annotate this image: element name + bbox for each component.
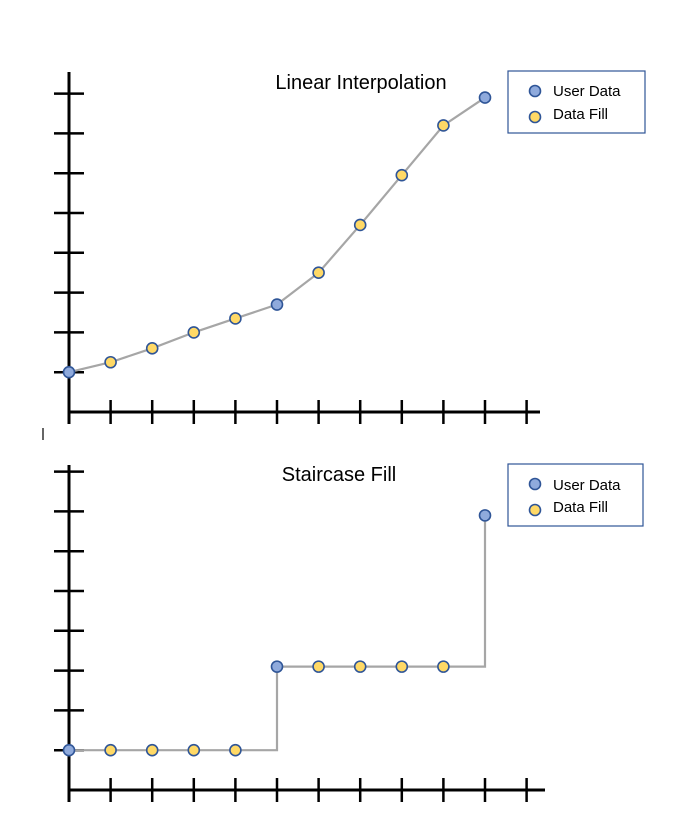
data-fill-point <box>437 119 450 132</box>
user-data-point <box>270 660 284 673</box>
chart-title: Staircase Fill <box>282 464 396 486</box>
data-fill-point <box>312 660 325 673</box>
data-fill-point <box>187 743 201 757</box>
user-data-point <box>62 365 76 379</box>
user-data-point <box>478 509 492 522</box>
data-fill-point <box>145 743 159 757</box>
data-fill-point <box>145 342 159 355</box>
legend-marker-user-data <box>528 477 542 491</box>
legend: User Data Data Fill <box>507 70 646 134</box>
legend-label-user-data: User Data <box>553 477 621 494</box>
data-fill-point <box>312 266 325 280</box>
user-data-point <box>270 298 284 311</box>
staircase-fill-chart: Staircase Fill User Data Data Fill <box>54 463 644 802</box>
legend-label-data-fill: Data Fill <box>553 106 608 123</box>
data-fill-point <box>395 168 409 182</box>
legend-box <box>507 463 644 527</box>
axes <box>54 72 540 424</box>
series-line <box>68 96 486 374</box>
data-fill-point <box>187 326 201 339</box>
legend-marker-user-data <box>528 84 542 98</box>
legend-label-user-data: User Data <box>553 83 621 100</box>
legend-box <box>507 70 646 134</box>
user-data-point <box>478 91 492 104</box>
legend-label-data-fill: Data Fill <box>553 499 608 516</box>
user-data-point <box>62 743 76 757</box>
data-fill-point <box>104 355 117 369</box>
data-fill-point <box>437 660 450 673</box>
legend: User Data Data Fill <box>507 463 644 527</box>
series-line <box>69 515 487 752</box>
chart-title: Linear Interpolation <box>275 72 446 94</box>
marks <box>62 509 492 757</box>
axes <box>54 465 545 802</box>
marks <box>62 91 492 379</box>
data-fill-point <box>104 743 117 757</box>
legend-marker-data-fill <box>528 110 542 124</box>
data-fill-point <box>353 218 367 232</box>
data-fill-point <box>395 660 409 673</box>
legend-marker-data-fill <box>528 503 542 517</box>
linear-interpolation-chart: Linear Interpolation User Data Data Fill <box>54 70 646 424</box>
data-fill-point <box>229 312 242 325</box>
data-fill-point <box>353 660 367 673</box>
data-fill-point <box>229 743 242 757</box>
